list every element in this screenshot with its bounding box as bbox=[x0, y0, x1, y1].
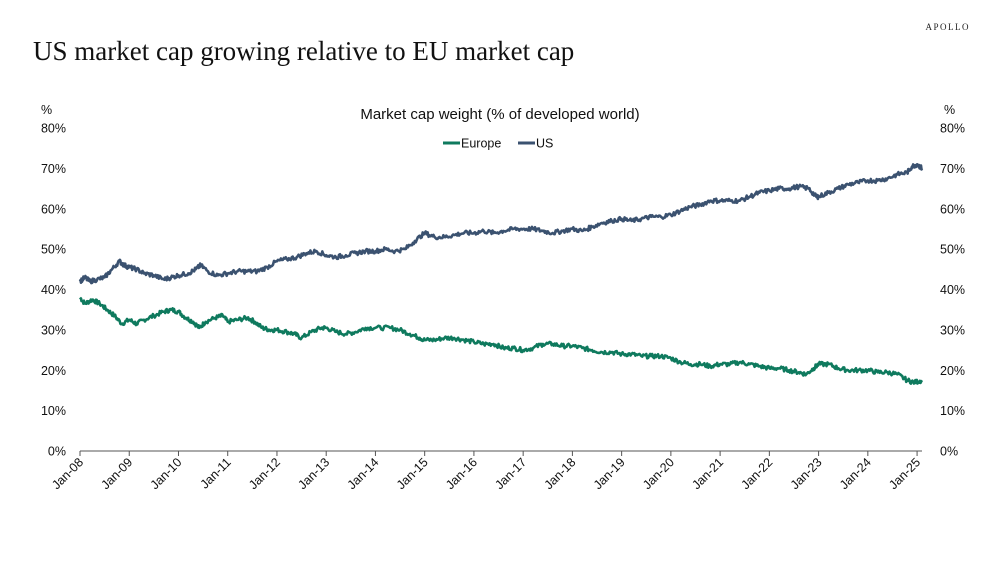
y-left-tick-label: 30% bbox=[41, 323, 66, 337]
y-left-tick-label: 20% bbox=[41, 364, 66, 378]
x-tick-label: Jan-10 bbox=[148, 455, 185, 492]
x-tick-label: Jan-08 bbox=[49, 455, 86, 492]
y-right-tick-label: 20% bbox=[940, 364, 965, 378]
series-line-europe bbox=[79, 296, 924, 385]
y-right-tick-label: 60% bbox=[940, 202, 965, 216]
x-tick-label: Jan-15 bbox=[394, 455, 431, 492]
y-right-tick-label: 0% bbox=[940, 445, 958, 459]
x-tick-label: Jan-19 bbox=[591, 455, 628, 492]
y-right-tick-label: 50% bbox=[940, 243, 965, 257]
x-tick-label: Jan-22 bbox=[739, 455, 776, 492]
x-tick-label: Jan-16 bbox=[443, 455, 480, 492]
y-right-tick-label: 10% bbox=[940, 404, 965, 418]
x-tick-label: Jan-09 bbox=[98, 455, 135, 492]
x-tick-label: Jan-13 bbox=[295, 455, 332, 492]
page-title: US market cap growing relative to EU mar… bbox=[33, 36, 575, 66]
y-left-tick-label: 80% bbox=[41, 122, 66, 136]
x-tick-label: Jan-21 bbox=[689, 455, 726, 492]
brand-logo: APOLLO bbox=[925, 22, 970, 32]
y-right-tick-label: 80% bbox=[940, 122, 965, 136]
y-left-tick-label: 10% bbox=[41, 404, 66, 418]
y-left-unit-label: % bbox=[41, 103, 52, 117]
x-tick-label: Jan-11 bbox=[198, 455, 234, 491]
legend-label-europe: Europe bbox=[461, 137, 501, 151]
x-tick-label: Jan-12 bbox=[246, 455, 283, 492]
x-tick-label: Jan-23 bbox=[788, 455, 825, 492]
y-right-tick-label: 40% bbox=[940, 283, 965, 297]
y-right-tick-label: 70% bbox=[940, 162, 965, 176]
x-tick-label: Jan-18 bbox=[542, 455, 579, 492]
chart-title: Market cap weight (% of developed world) bbox=[360, 106, 639, 123]
x-tick-label: Jan-17 bbox=[492, 455, 529, 492]
legend-label-us: US bbox=[536, 137, 553, 151]
y-left-tick-label: 40% bbox=[41, 283, 66, 297]
x-tick-label: Jan-20 bbox=[640, 455, 677, 492]
y-right-unit-label: % bbox=[944, 103, 955, 117]
y-left-tick-label: 0% bbox=[48, 445, 66, 459]
y-left-tick-label: 70% bbox=[41, 162, 66, 176]
x-tick-label: Jan-14 bbox=[345, 455, 382, 492]
x-tick-label: Jan-25 bbox=[886, 455, 923, 492]
y-left-tick-label: 60% bbox=[41, 202, 66, 216]
x-tick-label: Jan-24 bbox=[837, 455, 874, 492]
series-line-us bbox=[78, 163, 924, 285]
y-left-tick-label: 50% bbox=[41, 243, 66, 257]
y-right-tick-label: 30% bbox=[940, 323, 965, 337]
